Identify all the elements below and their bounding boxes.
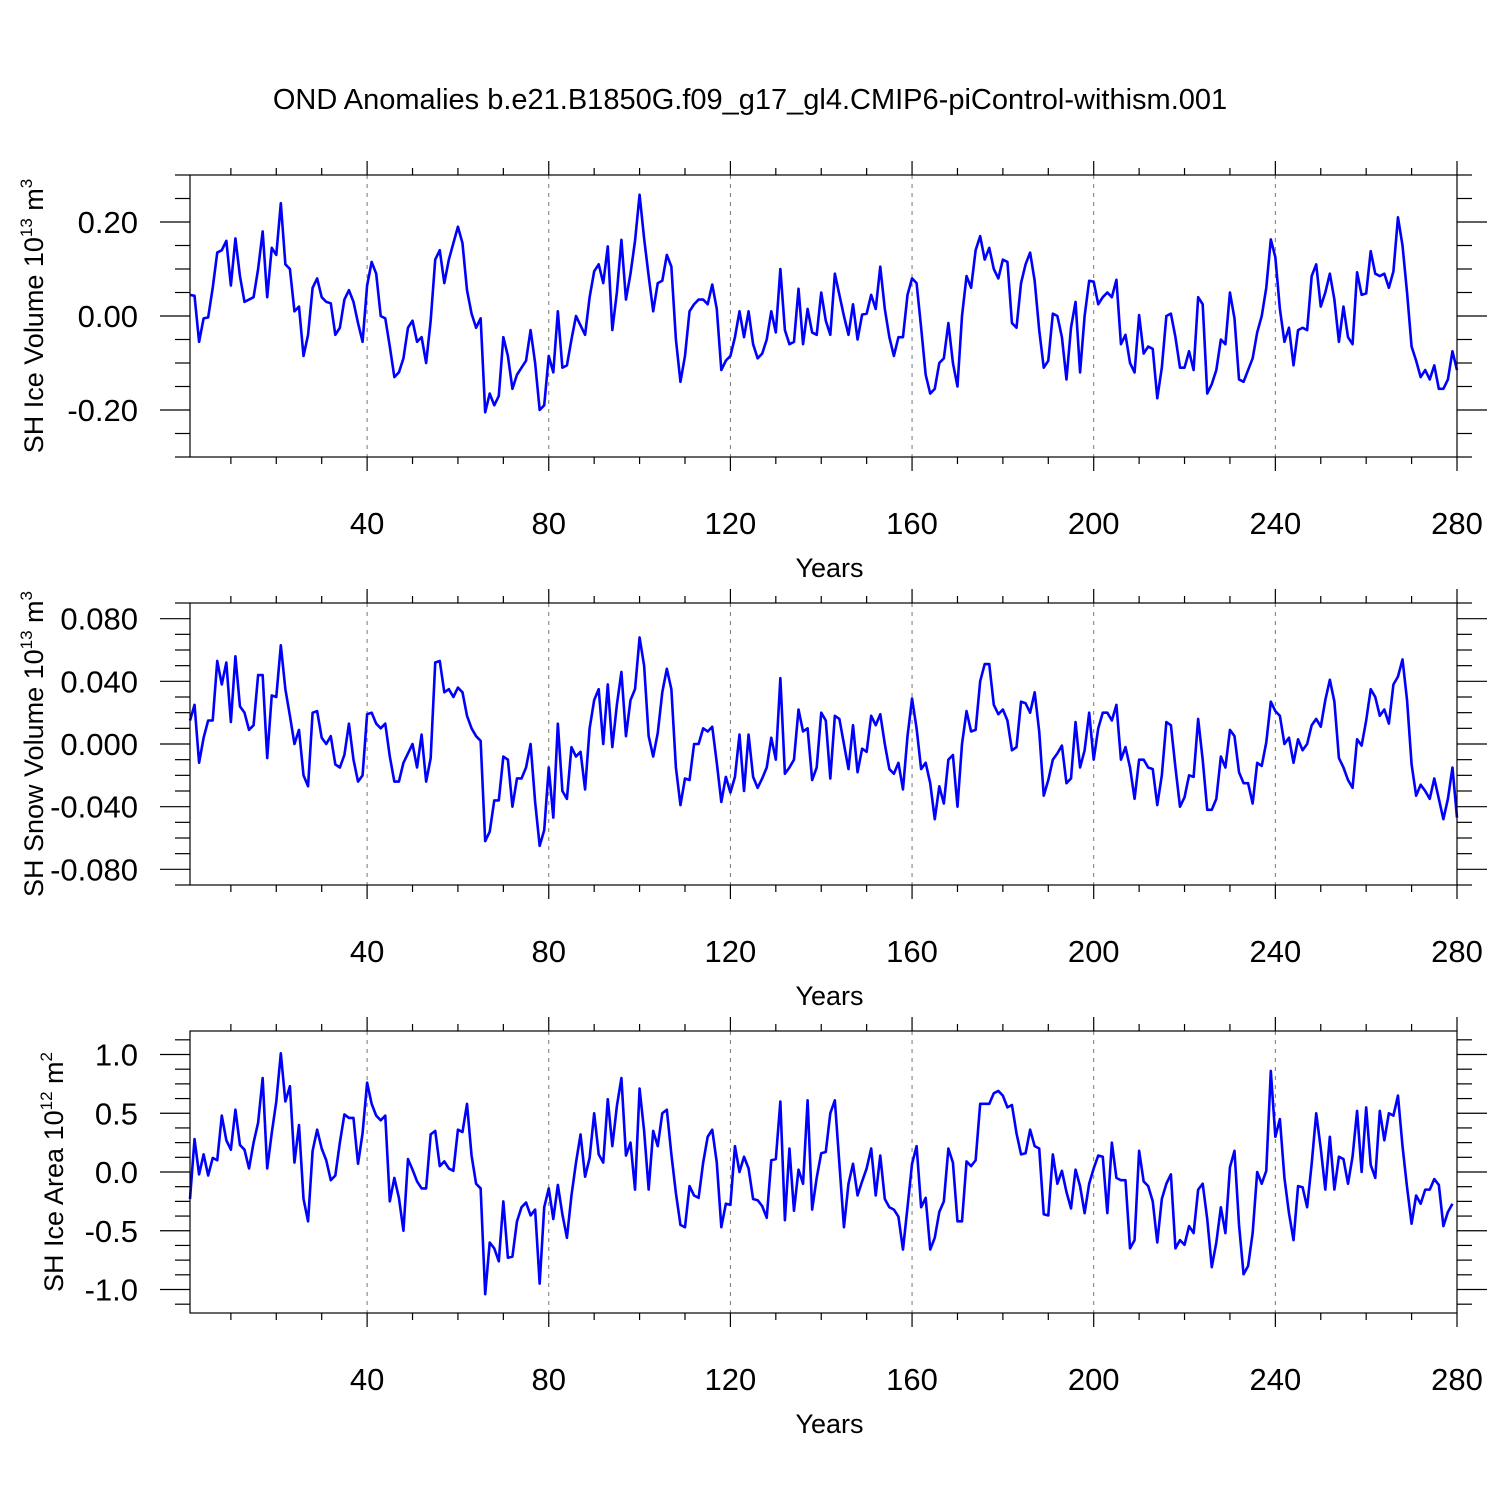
y-tick-label: -0.080 — [50, 852, 138, 887]
x-axis-label: Years — [795, 981, 863, 1011]
x-tick-label: 120 — [705, 506, 757, 541]
y-axis-label-base: SH Snow Volume 10 — [19, 649, 49, 897]
x-axis-label: Years — [795, 553, 863, 583]
x-tick-label: 80 — [532, 506, 566, 541]
x-tick-label: 200 — [1068, 1362, 1120, 1397]
y-tick-label: 0.0 — [95, 1155, 138, 1190]
x-tick-label: 200 — [1068, 506, 1120, 541]
x-tick-label: 200 — [1068, 934, 1120, 969]
y-tick-label: 1.0 — [95, 1038, 138, 1073]
y-axis-label-unit: m — [39, 1061, 69, 1091]
x-tick-label: 280 — [1431, 506, 1483, 541]
y-tick-label: -1.0 — [85, 1273, 138, 1308]
x-tick-label: 80 — [532, 1362, 566, 1397]
x-tick-label: 280 — [1431, 934, 1483, 969]
x-axis-label: Years — [795, 1409, 863, 1439]
chart-panel-2: 40 80 120 160 200 240 280 0.080 0.040 0.000 -0.040… — [17, 589, 1487, 1011]
y-axis-label-unit: m — [19, 600, 49, 630]
y-axis-label: SH Snow Volume 1013 m3 — [17, 591, 49, 897]
series-line — [189, 193, 1459, 414]
y-tick-label: 0.040 — [60, 664, 138, 699]
x-tick-label: 40 — [350, 934, 384, 969]
y-tick-label: -0.5 — [85, 1214, 138, 1249]
x-tick-label: 120 — [705, 934, 757, 969]
y-tick-label: -0.040 — [50, 790, 138, 825]
series-line — [188, 1052, 1454, 1296]
y-tick-label: 0.20 — [78, 205, 138, 240]
x-tick-label: 40 — [350, 1362, 384, 1397]
y-axis-label-unit-exponent: 3 — [17, 591, 36, 600]
chart-panel-1: 40 80 120 160 200 240 280 0.20 0.00 -0.20 Years SH … — [17, 161, 1487, 583]
x-tick-label: 240 — [1249, 1362, 1301, 1397]
figure-title: OND Anomalies b.e21.B1850G.f09_g17_gl4.C… — [272, 84, 1228, 116]
chart-panel-3: 40 80 120 160 200 240 280 1.0 0.5 0.0 -0.5 -1.0 Year… — [37, 1017, 1487, 1439]
y-axis-label: SH Ice Area 1012 m2 — [37, 1052, 69, 1292]
y-axis-label: SH Ice Volume 1013 m3 — [17, 179, 49, 454]
y-tick-label: 0.5 — [95, 1096, 138, 1131]
y-tick-label: -0.20 — [67, 393, 138, 428]
y-axis-label-exponent: 13 — [17, 218, 36, 237]
y-axis-label-unit-exponent: 3 — [17, 179, 36, 188]
y-axis-label-exponent: 12 — [37, 1091, 56, 1110]
x-tick-label: 120 — [705, 1362, 757, 1397]
y-axis-label-unit-exponent: 2 — [37, 1052, 56, 1061]
series-line — [188, 636, 1459, 848]
y-axis-label-unit: m — [19, 188, 49, 218]
y-axis-label-exponent: 13 — [17, 630, 36, 649]
y-tick-label: 0.080 — [60, 602, 138, 637]
x-tick-label: 40 — [350, 506, 384, 541]
y-axis-label-base: SH Ice Area 10 — [39, 1110, 69, 1292]
y-tick-label: 0.000 — [60, 727, 138, 762]
x-tick-label: 160 — [886, 1362, 938, 1397]
x-tick-label: 80 — [532, 934, 566, 969]
y-tick-label: 0.00 — [78, 299, 138, 334]
x-tick-label: 160 — [886, 506, 938, 541]
x-tick-label: 240 — [1249, 934, 1301, 969]
x-tick-label: 280 — [1431, 1362, 1483, 1397]
x-tick-label: 240 — [1249, 506, 1301, 541]
x-tick-label: 160 — [886, 934, 938, 969]
y-axis-label-base: SH Ice Volume 10 — [19, 237, 49, 453]
